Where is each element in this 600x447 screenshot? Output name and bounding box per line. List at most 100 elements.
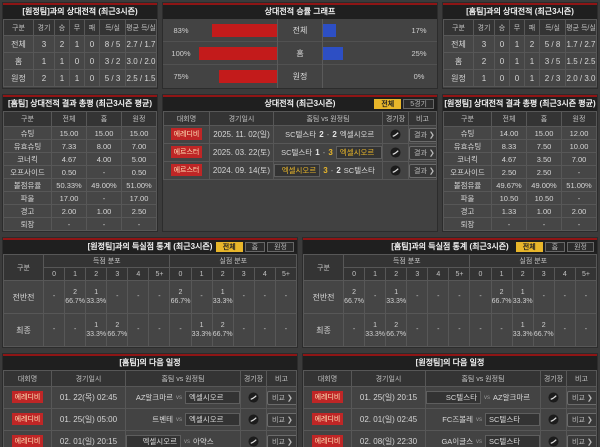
cell: 2.7 / 1.7: [125, 35, 157, 53]
stadium-icon[interactable]: [548, 392, 559, 403]
cell: 3 / 2: [99, 52, 126, 70]
dist-vs-away-table: 구분 득점 분포 실점 분포 0 1 2 3 4 5+ 0 1 2 3 4 5+ 전반전 -2 66.7% 1…: [3, 254, 298, 347]
col-header: 홈: [526, 111, 562, 127]
schedule-row-item: 에레디비 01. 25(일) 20:15 SC텔스타 vs AZ알크마르 비교 ❯: [303, 386, 597, 409]
table-row: 전체 3 2 1 0 8 / 5 2.7 / 1.7: [3, 35, 157, 53]
away-team: 엑셀시오르: [339, 130, 375, 139]
home-team: FC즈볼레: [442, 415, 473, 424]
table-row: 오프사이드 2.50 2.50-: [443, 165, 597, 179]
col-header: 득/실: [99, 19, 126, 36]
cell: 5 / 8: [539, 35, 566, 53]
table-row: 전체 3 0 1 2 5 / 8 1.7 / 2.7: [443, 35, 597, 53]
match-datetime: 01. 25(일) 20:15: [351, 386, 426, 409]
cell: 15.00: [51, 126, 87, 140]
cell: 15.00: [86, 126, 122, 140]
cell: 홈: [3, 52, 34, 70]
table-header-row: 대회명 경기일시 홈팀 vs 원정팀 경기장 비고: [303, 370, 597, 387]
dist-vs-home-table: 구분 득점 분포 실점 분포 0 1 2 3 4 5+ 0 1 2 3 4 5+ 전반전 2 66.7% -1…: [303, 254, 598, 347]
match-row: 에르스터 2024. 09. 14(토) 엑셀시오르 3-2 SC텔스타 결과 ❯: [163, 161, 437, 180]
stat-label: 유효슈팅: [443, 139, 492, 153]
cell: 2: [473, 52, 495, 70]
stadium-icon[interactable]: [390, 129, 401, 140]
table-row: 유효슈팅 8.33 7.50 10.00: [443, 139, 597, 153]
compare-button[interactable]: 비교 ❯: [567, 434, 596, 447]
compare-button[interactable]: 비교 ❯: [267, 390, 296, 405]
cell: 2.50: [526, 165, 562, 179]
stat-label: 오프사이드: [3, 165, 52, 179]
cell: 49.00%: [86, 178, 122, 192]
panel-title: [홈팀]의 다음 일정: [3, 354, 297, 370]
home-winrate-bar: [199, 46, 277, 60]
cell: 1.00: [526, 204, 562, 218]
tab-home[interactable]: 홈: [244, 242, 266, 252]
result-button[interactable]: 결과 ❯: [409, 163, 436, 178]
cell: 홈: [443, 52, 474, 70]
compare-button[interactable]: 비교 ❯: [267, 434, 296, 447]
away-team: 엑셀시오르: [185, 413, 240, 426]
match-datetime: 02. 01(일) 20:15: [51, 430, 126, 447]
cell: 1: [69, 69, 85, 87]
stat-label: 코너킥: [443, 152, 492, 166]
cell: 2.00: [561, 204, 597, 218]
cell: 1: [54, 52, 70, 70]
panel-title: [원정팀]과의 상대전적 (최근3시즌): [3, 3, 157, 19]
col-header: 홈팀 vs 원정팀: [273, 111, 383, 126]
stadium-icon[interactable]: [390, 165, 401, 176]
home-team: 엑셀시오르: [274, 164, 321, 177]
match-datetime: 01. 25(일) 05:00: [51, 408, 126, 431]
away-score: 2: [336, 166, 341, 175]
compare-button[interactable]: 비교 ❯: [567, 412, 596, 427]
cell: 2: [33, 69, 55, 87]
stadium-icon[interactable]: [548, 414, 559, 425]
cell: 0: [84, 35, 100, 53]
stadium-icon[interactable]: [548, 436, 559, 447]
away-team: SC텔스타: [485, 413, 540, 426]
away-pct-label: 17%: [411, 25, 427, 35]
tab-home[interactable]: 홈: [544, 242, 566, 252]
schedule-row-item: 에레디비 01. 22(목) 02:45 AZ알크마르 vs 엑셀시오르 비교 ❯: [3, 386, 297, 409]
result-button[interactable]: 결과 ❯: [409, 145, 436, 160]
col-header: 무: [69, 19, 85, 36]
home-team: GA이글스: [441, 437, 473, 446]
stat-label: 최종: [3, 313, 44, 347]
tab-all[interactable]: 전체: [215, 242, 243, 252]
cell: 7.50: [526, 139, 562, 153]
cell: 8 / 5: [99, 35, 126, 53]
cell: 1.5 / 2.5: [565, 52, 597, 70]
sched-away-panel: [원정팀]의 다음 일정 대회명 경기일시 홈팀 vs 원정팀 경기장 비고 에레디비 0…: [302, 353, 598, 447]
stadium-icon[interactable]: [248, 436, 259, 447]
h2h-vs-away-panel: [원정팀]과의 상대전적 (최근3시즌) 구분 경기 승 무 패 득/실 평균 득/실 전체…: [2, 2, 158, 89]
stadium-icon[interactable]: [248, 414, 259, 425]
cell: 3 / 5: [539, 52, 566, 70]
match-datetime: 02. 08(일) 22:30: [351, 430, 426, 447]
stat-label: 최종: [303, 313, 344, 347]
panel-title: [원정팀]의 다음 일정: [303, 354, 597, 370]
stadium-icon[interactable]: [390, 147, 401, 158]
table-row: 전반전 -2 66.7% 1 33.3% - - -2 66.7% -1 33.3% - - -: [3, 280, 298, 314]
tab-all[interactable]: 전체: [374, 99, 402, 109]
stat-label: 슈팅: [3, 126, 52, 140]
cell: 2.50: [491, 165, 527, 179]
away-pct-label: 25%: [411, 48, 427, 58]
tab-all[interactable]: 전체: [515, 242, 543, 252]
cell: 1: [509, 52, 525, 70]
table-row: 오프사이드 0.50-0.50: [3, 165, 157, 179]
compare-button[interactable]: 비교 ❯: [567, 390, 596, 405]
result-button[interactable]: 결과 ❯: [409, 127, 436, 142]
schedule-row-item: 에레디비 01. 25(일) 05:00 트벤테 vs 엑셀시오르 비교 ❯: [3, 408, 297, 431]
col-header: 득/실: [539, 19, 566, 36]
cell: 1.00: [86, 204, 122, 218]
league-badge: 에레디비: [311, 434, 344, 447]
away-team: AZ알크마르: [493, 393, 531, 402]
league-badge: 에르스터: [170, 145, 203, 158]
stadium-icon[interactable]: [248, 392, 259, 403]
h2h-matches-panel: 상대전적 (최근3시즌) 전체 5경기 대회명 경기일시 홈팀 vs 원정팀 경기장 비고…: [162, 94, 438, 232]
tab-last5[interactable]: 5경기: [403, 99, 434, 109]
tab-away[interactable]: 원정: [267, 242, 294, 252]
cell: 7.33: [51, 139, 87, 153]
compare-button[interactable]: 비교 ❯: [267, 412, 296, 427]
cell: 3.50: [526, 152, 562, 166]
tab-away[interactable]: 원정: [567, 242, 594, 252]
col-header: 원정: [121, 111, 157, 127]
cell: -: [561, 191, 597, 205]
